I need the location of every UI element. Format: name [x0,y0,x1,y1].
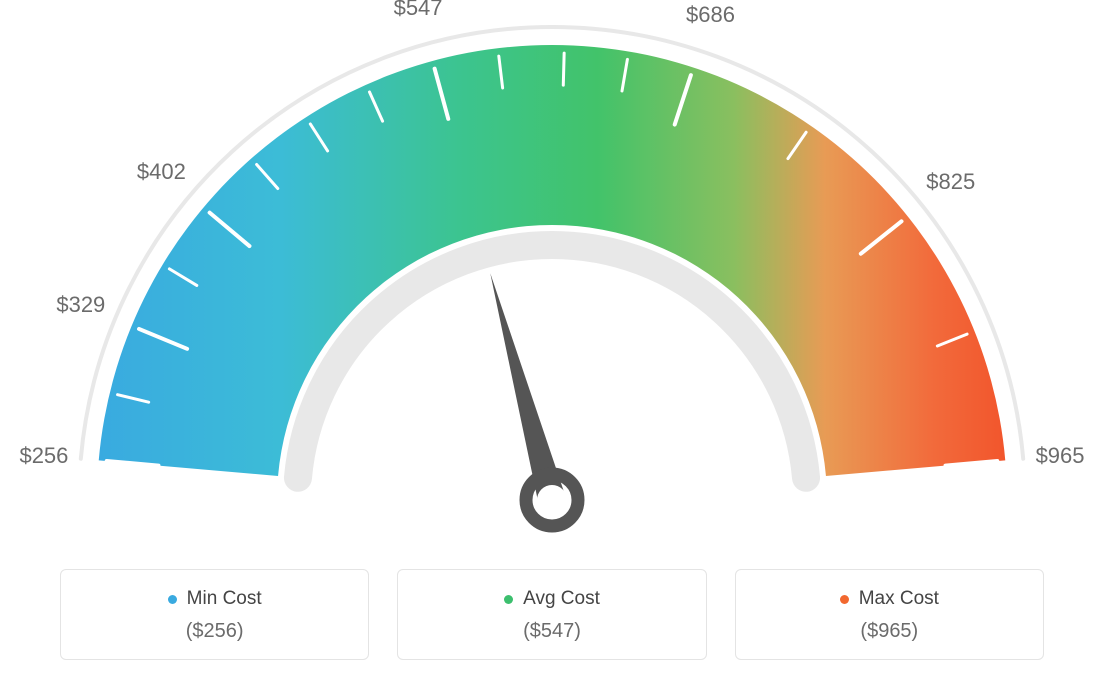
legend-dot-min [168,595,177,604]
legend-label-max: Max Cost [859,588,939,610]
legend-title-max: Max Cost [840,588,939,610]
legend-value-avg: ($547) [398,620,705,643]
legend-value-max: ($965) [736,620,1043,643]
legend-dot-avg [504,595,513,604]
legend-label-min: Min Cost [187,588,262,610]
legend-title-avg: Avg Cost [504,588,600,610]
gauge-svg [0,0,1104,560]
gauge-tick-label: $402 [137,159,186,185]
legend-card-max: Max Cost ($965) [735,569,1044,660]
cost-gauge-widget: $256 $329 $402 $547 $686 $825 $965 Min Cost ($… [0,0,1104,690]
gauge-tick-label: $256 [19,443,68,469]
legend-card-min: Min Cost ($256) [60,569,369,660]
legend-label-avg: Avg Cost [523,588,600,610]
legend-title-min: Min Cost [168,588,262,610]
gauge-tick-label: $825 [926,169,975,195]
gauge-tick-label: $965 [1036,443,1085,469]
legend-value-min: ($256) [61,620,368,643]
legend-dot-max [840,595,849,604]
gauge-tick-label: $329 [56,292,105,318]
legend-card-avg: Avg Cost ($547) [397,569,706,660]
legend-row: Min Cost ($256) Avg Cost ($547) Max Cost… [60,569,1044,660]
gauge-tick-label: $686 [686,2,735,28]
gauge-area: $256 $329 $402 $547 $686 $825 $965 [0,0,1104,560]
gauge-tick-label: $547 [394,0,443,21]
